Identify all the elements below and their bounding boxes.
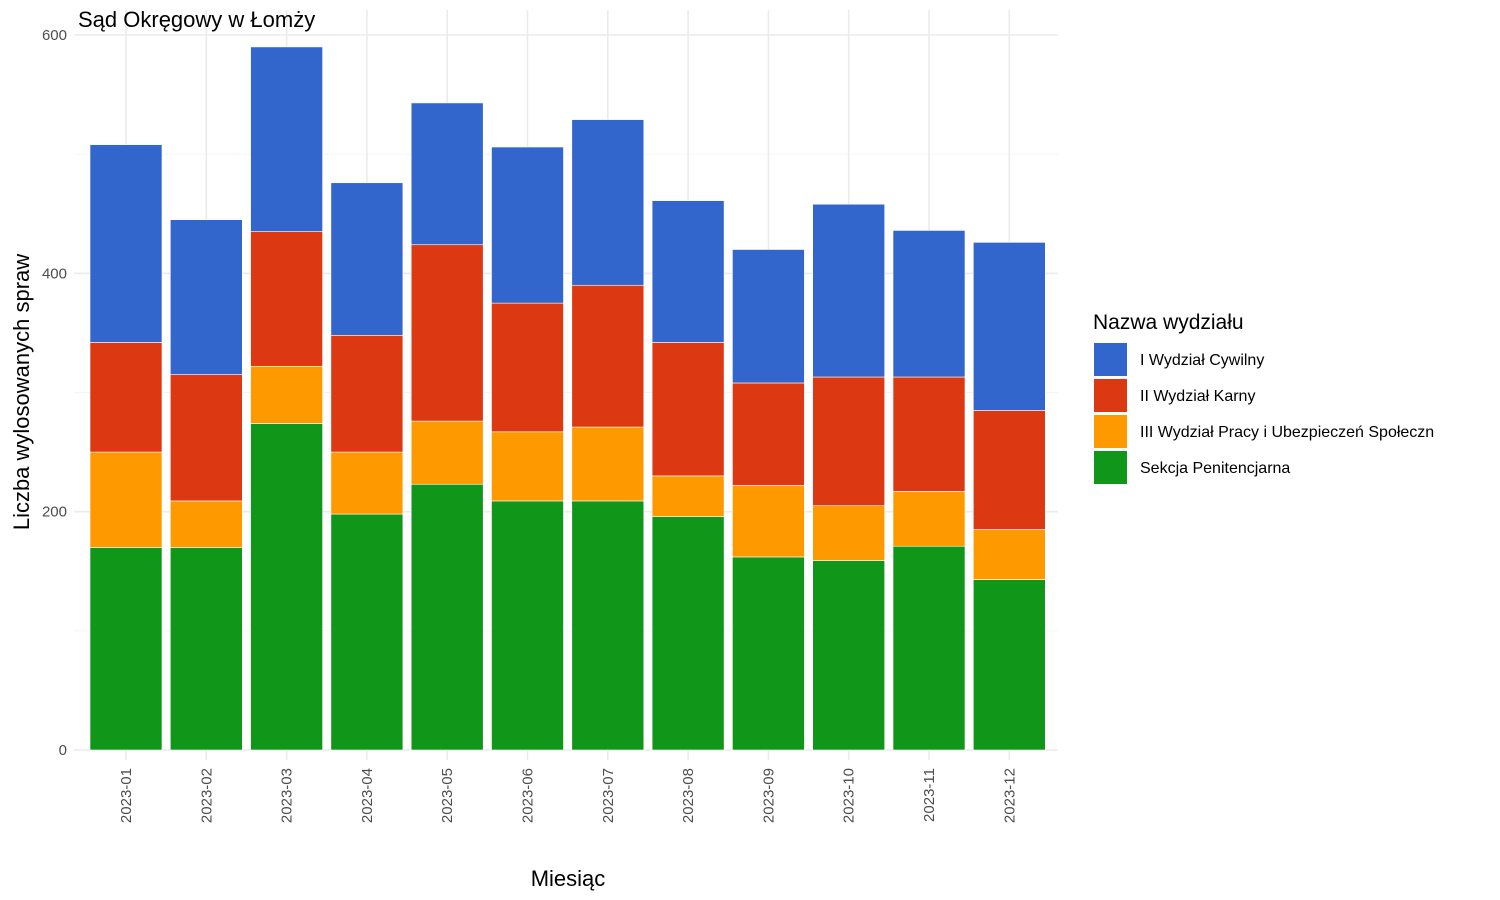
bar-segment xyxy=(170,500,243,548)
x-tick-label: 2023-09 xyxy=(760,768,777,823)
legend-label: Sekcja Penitencjarna xyxy=(1140,460,1290,477)
x-tick-label: 2023-01 xyxy=(118,768,135,823)
bar-segment xyxy=(732,249,805,384)
bars xyxy=(89,46,1046,751)
x-axis-title: Miesiąc xyxy=(531,866,606,891)
bar-segment xyxy=(972,579,1046,751)
bar-segment xyxy=(651,342,725,477)
bar-segment xyxy=(89,144,163,343)
legend: Nazwa wydziału I Wydział Cywilny II Wydzi… xyxy=(1093,311,1434,484)
bar-segment xyxy=(812,203,886,378)
x-tick-label: 2023-03 xyxy=(279,768,296,823)
bar-segment xyxy=(892,230,966,378)
bar-segment xyxy=(972,242,1046,411)
bar-segment xyxy=(410,244,484,422)
legend-swatch xyxy=(1094,415,1127,448)
bar-segment xyxy=(330,334,404,453)
x-tick-label: 2023-07 xyxy=(600,768,617,823)
bar-segment xyxy=(892,376,966,492)
bar-segment xyxy=(491,500,564,751)
chart-title: Sąd Okręgowy w Łomży xyxy=(78,7,315,32)
bar-segment xyxy=(491,146,564,304)
bar-segment xyxy=(812,560,886,751)
bar-segment xyxy=(250,231,323,367)
x-axis: 2023-01 2023-02 2023-03 2023-04 2023-05 2023-… xyxy=(118,768,1018,823)
bar-segment xyxy=(250,46,323,232)
bar-segment xyxy=(571,284,645,428)
bar-segment xyxy=(330,513,404,751)
bar-segment xyxy=(410,102,484,246)
y-axis-title: Liczba wylosowanych spraw xyxy=(9,254,34,530)
bar-segment xyxy=(812,505,886,561)
bar-segment xyxy=(170,547,243,751)
x-tick-label: 2023-05 xyxy=(439,768,456,823)
bar-segment xyxy=(651,516,725,751)
x-tick-label: 2023-08 xyxy=(680,768,697,823)
y-tick-label: 600 xyxy=(42,27,67,44)
legend-label: III Wydział Pracy i Ubezpieczeń Społeczn xyxy=(1140,424,1434,441)
bar-segment xyxy=(89,547,163,751)
y-tick-label: 0 xyxy=(59,742,67,759)
bar-segment xyxy=(651,200,725,343)
bar-segment xyxy=(330,182,404,336)
bar-segment xyxy=(170,374,243,502)
bar-segment xyxy=(89,342,163,453)
x-tick-label: 2023-02 xyxy=(198,768,215,823)
legend-label: I Wydział Cywilny xyxy=(1140,352,1264,369)
legend-swatch xyxy=(1094,379,1127,412)
y-axis: 0 200 400 600 xyxy=(42,27,67,759)
x-tick-label: 2023-06 xyxy=(520,768,537,823)
bar-segment xyxy=(812,376,886,507)
bar-segment xyxy=(972,410,1046,530)
bar-segment xyxy=(250,423,323,751)
bar-segment xyxy=(170,219,243,375)
bar-segment xyxy=(571,119,645,286)
bar-segment xyxy=(732,485,805,558)
legend-swatch xyxy=(1094,343,1127,376)
bar-segment xyxy=(892,545,966,751)
x-tick-label: 2023-11 xyxy=(921,768,938,822)
bar-segment xyxy=(250,365,323,424)
bar-segment xyxy=(972,529,1046,580)
bar-segment xyxy=(651,475,725,517)
x-tick-label: 2023-04 xyxy=(359,768,376,823)
bar-segment xyxy=(330,451,404,515)
bar-segment xyxy=(732,382,805,486)
x-tick-label: 2023-10 xyxy=(841,768,858,823)
y-tick-label: 400 xyxy=(42,265,67,282)
x-tick-label: 2023-12 xyxy=(1001,768,1018,823)
legend-title: Nazwa wydziału xyxy=(1093,311,1244,334)
y-tick-label: 200 xyxy=(42,504,67,521)
bar-segment xyxy=(410,483,484,751)
legend-label: II Wydział Karny xyxy=(1140,388,1255,405)
bar-segment xyxy=(732,556,805,751)
bar-segment xyxy=(89,451,163,548)
bar-segment xyxy=(571,500,645,751)
bar-segment xyxy=(410,420,484,485)
bar-segment xyxy=(491,302,564,433)
bar-segment xyxy=(892,491,966,547)
legend-swatch xyxy=(1094,451,1127,484)
bar-segment xyxy=(571,426,645,502)
bar-segment xyxy=(491,431,564,502)
